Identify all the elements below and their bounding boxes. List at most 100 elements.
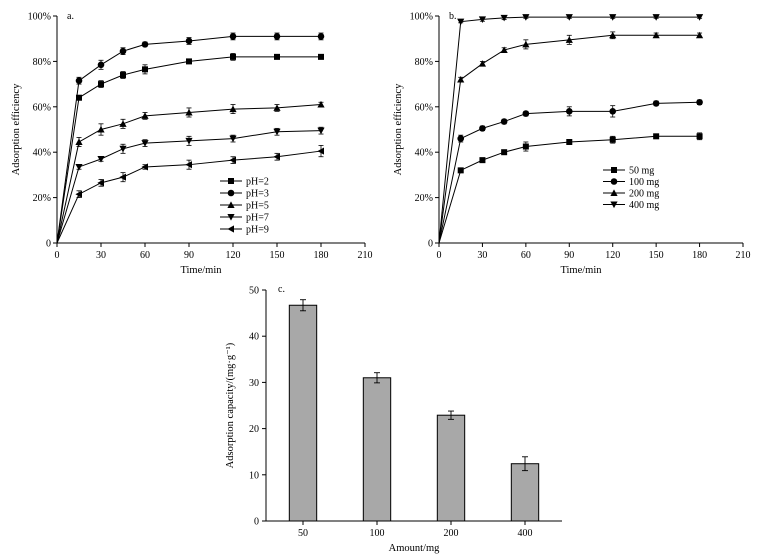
bar-200 xyxy=(436,414,466,522)
legend-marker xyxy=(227,225,234,233)
data-point xyxy=(185,161,192,169)
series-200-mg xyxy=(438,31,704,244)
y-tick-label: 100% xyxy=(28,12,51,23)
data-point xyxy=(609,108,617,115)
x-tick-label: 180 xyxy=(692,250,707,261)
data-point xyxy=(229,105,237,113)
series-line xyxy=(56,56,321,244)
y-tick-label: 80% xyxy=(33,57,51,68)
data-point xyxy=(566,138,573,145)
data-point xyxy=(317,147,324,155)
data-point xyxy=(478,16,487,24)
panel-label: c. xyxy=(278,284,285,295)
panel-b-line-chart: 0 30 60 90 120 150 180 210 0 20% 40% 60% 80% 100% Time… xyxy=(393,11,751,276)
data-point xyxy=(317,33,325,40)
x-tick-label: 400 xyxy=(518,528,533,539)
y-tick-label: 10 xyxy=(249,470,259,481)
y-tick-label: 80% xyxy=(415,57,433,68)
x-axis-label: Time/min xyxy=(180,265,222,276)
y-tick-label: 100% xyxy=(410,12,433,23)
data-point xyxy=(652,100,660,107)
legend-marker xyxy=(610,189,618,196)
x-tick-label: 90 xyxy=(564,250,574,261)
y-tick-label: 40% xyxy=(33,148,51,159)
data-point xyxy=(565,36,573,43)
x-tick-label: 50 xyxy=(298,528,308,539)
data-point xyxy=(273,128,281,136)
legend-label: 400 mg xyxy=(629,200,659,211)
y-axis-label: Adsorption capacity/(mg·g⁻¹) xyxy=(225,342,236,468)
y-tick-label: 20% xyxy=(415,193,433,204)
data-point xyxy=(119,120,127,127)
legend-label: pH=3 xyxy=(246,189,269,200)
data-point xyxy=(185,37,193,45)
data-point xyxy=(230,53,236,60)
data-point xyxy=(318,53,324,60)
panel-label: a. xyxy=(67,11,74,22)
legend-marker xyxy=(228,178,234,184)
data-point xyxy=(696,98,703,106)
series-line xyxy=(438,135,700,244)
data-point xyxy=(652,14,660,21)
data-point xyxy=(457,167,464,174)
data-point xyxy=(119,145,127,153)
legend-label: 200 mg xyxy=(629,189,659,200)
data-point xyxy=(609,31,617,39)
bar-400 xyxy=(510,463,540,522)
data-point xyxy=(98,81,104,88)
y-tick-label: 30 xyxy=(249,378,259,389)
data-point xyxy=(457,18,465,26)
y-tick-label: 40 xyxy=(249,332,259,343)
x-tick-label: 210 xyxy=(736,250,751,261)
data-point xyxy=(500,118,508,125)
bar-100 xyxy=(362,377,392,522)
series-ph-2 xyxy=(56,53,324,244)
data-point xyxy=(229,33,237,40)
data-point xyxy=(457,75,465,83)
y-tick-label: 0 xyxy=(254,517,259,528)
x-tick-label: 150 xyxy=(649,250,664,261)
data-point xyxy=(317,127,325,135)
y-tick-label: 40% xyxy=(415,148,433,159)
x-tick-label: 210 xyxy=(358,250,373,261)
data-point xyxy=(500,14,508,22)
x-tick-label: 180 xyxy=(314,250,329,261)
data-point xyxy=(695,14,704,21)
data-point xyxy=(457,135,465,142)
data-point xyxy=(120,72,126,79)
data-point xyxy=(565,108,573,115)
y-axis-label: Adsorption efficiency xyxy=(393,83,404,175)
panel-a-line-chart: 0 30 60 90 120 150 180 210 0 20% 40% 60% 80% 100% Time… xyxy=(11,11,373,276)
data-point xyxy=(97,156,105,163)
series-ph-9 xyxy=(56,144,324,244)
data-point xyxy=(97,179,104,187)
series-100-mg xyxy=(438,98,703,244)
data-point xyxy=(186,58,192,65)
data-point xyxy=(75,138,83,145)
y-tick-label: 20% xyxy=(33,193,51,204)
y-tick-label: 60% xyxy=(415,102,433,113)
legend-marker xyxy=(610,201,618,209)
legend-label: pH=9 xyxy=(246,225,269,236)
data-point xyxy=(142,66,148,73)
legend-label: pH=2 xyxy=(246,177,269,188)
data-point xyxy=(653,133,660,140)
legend-label: pH=5 xyxy=(246,201,269,212)
y-tick-label: 0 xyxy=(46,239,51,250)
data-point xyxy=(76,94,82,101)
legend-label: pH=7 xyxy=(246,213,269,224)
data-point xyxy=(609,14,617,21)
series-ph-7 xyxy=(56,126,325,244)
data-point xyxy=(273,33,281,40)
series-line xyxy=(56,130,322,244)
data-point xyxy=(609,136,616,143)
panel-label: b. xyxy=(449,11,457,22)
x-tick-label: 60 xyxy=(140,250,150,261)
legend-label: 100 mg xyxy=(629,177,659,188)
data-point xyxy=(141,140,149,147)
x-axis-label: Amount/mg xyxy=(389,543,441,554)
series-ph-3 xyxy=(56,32,325,244)
legend-label: 50 mg xyxy=(629,166,654,177)
